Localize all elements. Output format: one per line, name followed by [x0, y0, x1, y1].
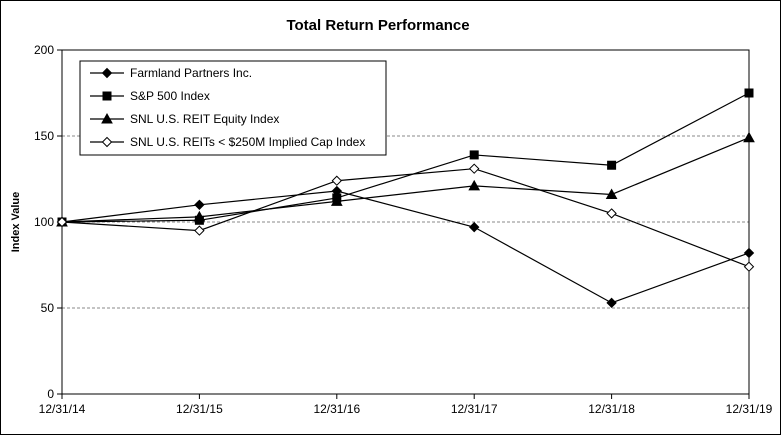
data-point	[606, 297, 617, 309]
y-tick-label: 150	[34, 129, 54, 143]
x-tick-label: 12/31/19	[726, 402, 773, 416]
series-line	[61, 92, 750, 223]
data-point	[744, 88, 754, 98]
series-group	[56, 88, 755, 309]
series-line	[61, 137, 750, 223]
x-tick-label: 12/31/17	[451, 402, 498, 416]
legend-marker	[101, 112, 113, 124]
x-tick-labels: 12/31/14 12/31/15 12/31/16 12/31/17 12/31/18…	[39, 402, 773, 416]
series-1	[56, 185, 755, 309]
legend-label: SNL U.S. REITs < $250M Implied Cap Index	[130, 135, 365, 149]
y-tick-label: 50	[41, 301, 55, 315]
data-point	[607, 160, 617, 170]
chart-title: Total Return Performance	[286, 17, 469, 34]
legend: Farmland Partners Inc. S&P 500 Index SNL U…	[79, 60, 387, 156]
legend-entry: Farmland Partners Inc.	[90, 66, 252, 80]
legend-marker	[102, 91, 112, 101]
data-point	[194, 225, 205, 236]
legend-marker	[101, 67, 113, 79]
x-tick-label: 12/31/14	[39, 402, 86, 416]
grid-lines	[62, 135, 749, 309]
data-point	[605, 188, 618, 199]
series-line	[61, 168, 750, 268]
legend-label: Farmland Partners Inc.	[130, 66, 252, 80]
legend-entry: SNL U.S. REITs < $250M Implied Cap Index	[90, 135, 365, 149]
x-tick-label: 12/31/16	[313, 402, 360, 416]
data-point	[194, 199, 205, 211]
legend-entry: SNL U.S. REIT Equity Index	[90, 112, 279, 126]
data-point	[56, 216, 68, 228]
data-point	[468, 221, 480, 233]
y-tick-labels: 0 50 100 150 200	[34, 43, 54, 401]
data-point	[468, 163, 480, 174]
legend-box	[79, 60, 387, 156]
y-axis-label: Index Value	[10, 192, 22, 253]
data-point	[469, 150, 479, 160]
legend-marker	[101, 136, 113, 148]
data-point	[331, 175, 343, 186]
data-point	[193, 210, 206, 222]
legend-label: SNL U.S. REIT Equity Index	[130, 112, 279, 126]
y-tick-label: 0	[47, 387, 54, 401]
y-tick-label: 100	[34, 215, 54, 229]
legend-label: S&P 500 Index	[130, 89, 210, 103]
legend-entry: S&P 500 Index	[90, 89, 210, 103]
series-line	[61, 190, 750, 304]
x-tick-label: 12/31/18	[588, 402, 635, 416]
data-point	[606, 208, 617, 219]
legend-items: Farmland Partners Inc. S&P 500 Index SNL U…	[90, 66, 365, 149]
x-tick-label: 12/31/15	[176, 402, 223, 416]
data-point	[330, 195, 343, 206]
data-point	[743, 247, 755, 259]
y-tick-label: 200	[34, 43, 54, 57]
data-point	[468, 179, 481, 191]
data-point	[743, 261, 755, 272]
series-4	[56, 163, 755, 272]
data-point	[743, 131, 755, 143]
